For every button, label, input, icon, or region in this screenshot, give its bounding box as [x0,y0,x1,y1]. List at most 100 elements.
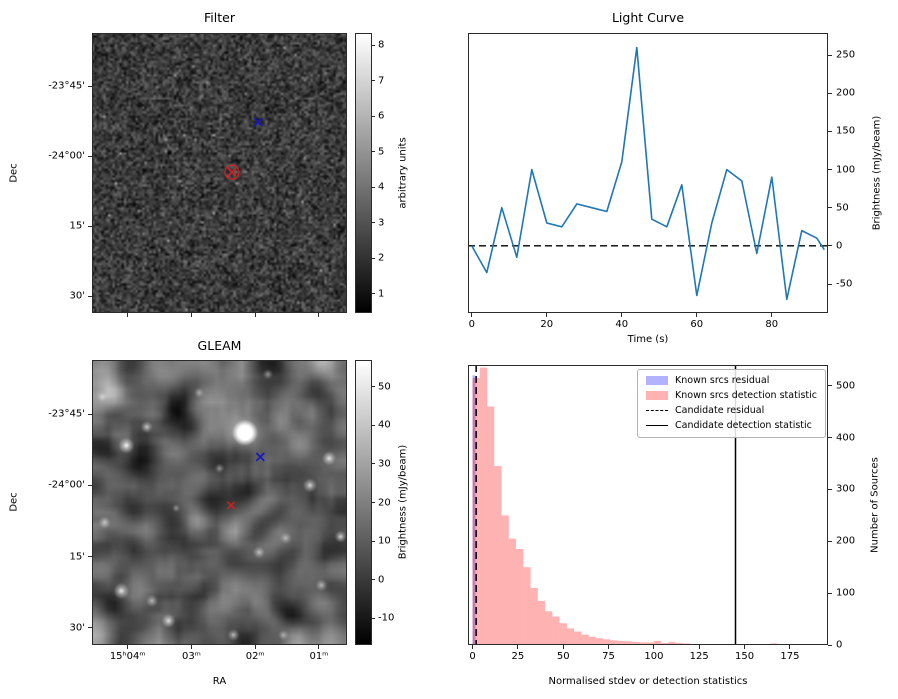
tick-label: 80 [765,319,779,330]
tick-mark [190,313,192,317]
tick-label: 50 [556,651,570,662]
tick-mark [88,85,92,87]
legend-item-known-residual: Known srcs residual [646,375,817,387]
tick-label: 15' [69,551,85,563]
tick-label: 10 [378,535,391,547]
tick-label: 300 [836,483,856,495]
gleam-image-plot [92,360,347,645]
tick-mark [372,540,375,542]
tick-mark [88,155,92,157]
tick-mark [88,556,92,558]
tick-label: 60 [690,319,704,330]
tick-label: 1 [378,288,385,299]
tick-label: 20 [378,497,391,508]
tick-mark [828,169,832,171]
tick-mark [88,225,92,227]
tick-mark [744,645,746,649]
tick-label: 6 [378,110,385,122]
legend-item-known-detection: Known srcs detection statistic [646,390,817,402]
residual-patch-icon [646,376,668,386]
tick-label: 40 [378,419,391,431]
tick-label: 200 [836,535,856,547]
tick-label: 0 [378,574,385,586]
tick-mark [127,313,129,317]
tick-mark [471,313,473,317]
tick-mark [372,617,375,619]
tick-label: 7 [378,75,385,87]
tick-mark [88,627,92,629]
tick-mark [828,283,832,285]
tick-mark [372,386,375,388]
tick-mark [190,645,192,649]
tick-label: -23°45' [48,408,85,420]
tick-label: -23°45' [48,80,85,92]
tick-mark [608,645,610,649]
tick-mark [254,645,256,649]
histogram-legend: Known srcs residual Known srcs detection… [637,369,826,438]
gleam-markers-overlay [226,452,265,510]
tick-label: 02ᵐ [245,651,265,662]
tick-label: 50 [836,202,849,214]
gleam-xlabel: RA [212,676,227,687]
tick-mark [546,313,548,317]
tick-mark [254,313,256,317]
filter-ylabel: Dec [8,163,20,183]
detection-patch-icon [646,391,668,401]
tick-label: 100 [644,651,664,662]
filter-colorbar-label: arbitrary units [397,137,409,209]
gleam-colorbar [355,360,372,645]
tick-label: 500 [836,380,856,392]
lightcurve-plot [468,33,828,313]
filter-image-plot [92,33,347,313]
lightcurve-xlabel: Time (s) [627,334,669,345]
filter-title: Filter [204,10,235,25]
tick-label: 30' [69,622,85,634]
tick-mark [372,502,375,503]
tick-mark [472,645,474,649]
tick-mark [372,579,375,581]
filter-markers-overlay [224,117,263,180]
tick-label: 50 [378,381,391,393]
tick-mark [372,424,375,426]
tick-mark [828,245,832,247]
tick-label: 250 [836,49,856,61]
lightcurve-title: Light Curve [611,10,685,25]
tick-mark [828,644,832,646]
tick-mark [562,645,564,649]
tick-mark [88,413,92,415]
tick-label: 40 [615,319,629,330]
tick-label: 30 [378,458,391,470]
tick-label: 75 [602,651,615,662]
legend-label-known-residual: Known srcs residual [675,375,770,386]
tick-label: 0 [836,639,843,651]
gleam-colorbar-label: Brightness (mJy/beam) [397,444,409,560]
tick-label: 30' [69,290,85,302]
tick-mark [372,80,375,82]
tick-label: 0 [468,319,475,330]
gleam-sky-map [92,360,347,645]
tick-mark [318,645,320,649]
lightcurve-chart [468,46,828,301]
tick-label: 150 [836,125,856,137]
histogram-xlabel: Normalised stdev or detection statistics [548,676,748,687]
tick-mark [771,313,773,317]
tick-mark [828,54,832,56]
tick-label: 3 [378,217,385,229]
tick-mark [372,115,375,117]
filter-colorbar [355,33,372,313]
tick-mark [653,645,655,649]
tick-mark [372,257,375,259]
tick-mark [789,645,791,649]
tick-label: 15ʰ04ᵐ [109,651,146,662]
tick-mark [372,44,375,46]
tick-mark [372,293,375,294]
tick-mark [127,645,129,649]
legend-item-candidate-residual: Candidate residual [646,405,817,417]
tick-label: 0 [836,240,843,252]
solid-line-icon [646,425,668,427]
tick-label: 2 [378,252,385,264]
tick-label: -24°00' [48,150,85,162]
tick-label: 100 [836,164,856,176]
tick-mark [828,385,832,387]
